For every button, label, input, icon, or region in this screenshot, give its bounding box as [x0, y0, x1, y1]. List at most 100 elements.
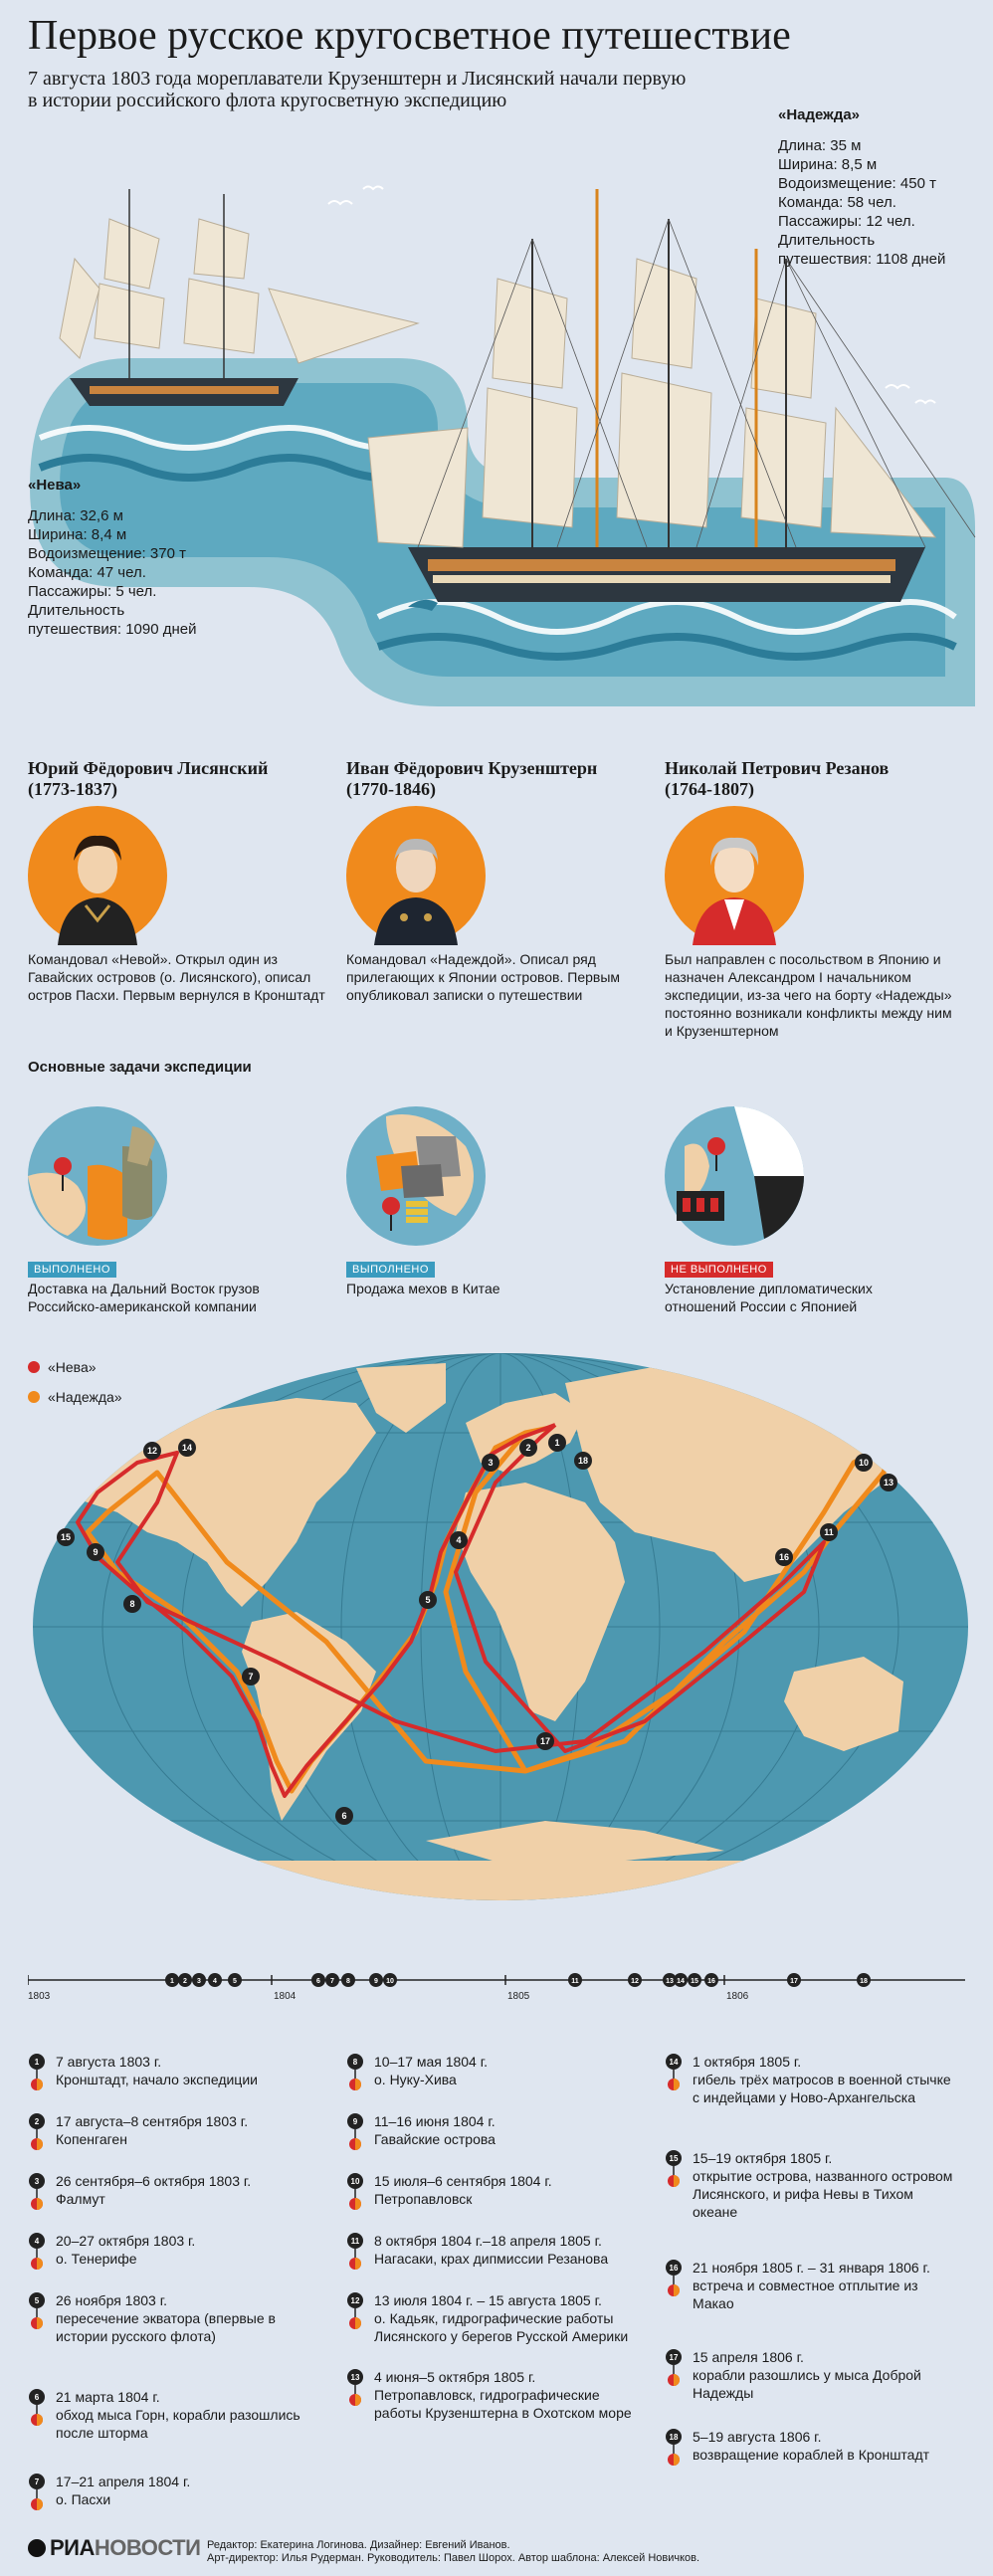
svg-text:11: 11: [571, 1978, 579, 1985]
svg-text:16: 16: [707, 1978, 715, 1985]
event-marker-number: 18: [670, 2433, 679, 2442]
task-diplomacy-icon: [665, 1106, 804, 1246]
event-marker-number: 11: [351, 2237, 360, 2246]
event-marker-number: 4: [35, 2237, 40, 2246]
event-text: пересечение экватора (впервые в истории …: [56, 2310, 276, 2344]
person-kruzenshtern-name: Иван Фёдорович Крузенштерн (1770-1846): [346, 758, 598, 799]
event-marker-number: 10: [351, 2177, 360, 2186]
event-text: гибель трёх матросов в военной стычке с …: [693, 2072, 951, 2105]
timeline-year-1804: 1804: [274, 1991, 297, 2002]
timeline-year-1806: 1806: [726, 1991, 749, 2002]
event-marker-icon: 7: [29, 2474, 45, 2510]
svg-text:3: 3: [488, 1458, 493, 1468]
task-cargo-icon: [28, 1106, 167, 1246]
event-marker-icon: 1: [29, 2054, 45, 2090]
event-date: 7 августа 1803 г.: [56, 2054, 162, 2070]
event-text: Петропавловск: [374, 2191, 473, 2207]
svg-text:3: 3: [197, 1978, 201, 1985]
event-text: Нагасаки, крах дипмиссии Резанова: [374, 2251, 609, 2267]
event-text: встреча и совместное отплытие из Макао: [693, 2278, 918, 2311]
svg-text:18: 18: [860, 1978, 868, 1985]
person-kruzenshtern-desc: Командовал «Надеждой». Описал ряд прилег…: [346, 951, 621, 1003]
event-marker-number: 16: [670, 2264, 679, 2273]
event-text: о. Нуку-Хива: [374, 2072, 457, 2087]
event-text: Копенгаген: [56, 2131, 127, 2147]
svg-text:14: 14: [182, 1443, 192, 1453]
event-date: 15–19 октября 1805 г.: [693, 2150, 833, 2166]
svg-text:10: 10: [386, 1978, 394, 1985]
event-date: 15 апреля 1806 г.: [693, 2349, 804, 2365]
event-text: открытие острова, названного островом Ли…: [693, 2168, 953, 2220]
event-marker-icon: 14: [666, 2054, 682, 2090]
legend-neva-swatch: [28, 1361, 40, 1373]
event-date: 21 ноября 1805 г. – 31 января 1806 г.: [693, 2260, 930, 2276]
legend-neva: «Нева»: [28, 1359, 97, 1375]
event-text: Петропавловск, гидрографические работы К…: [374, 2387, 632, 2421]
portrait-lisyansky: [28, 806, 167, 945]
task-diplomacy-status: НЕ ВЫПОЛНЕНО: [665, 1262, 773, 1278]
event-marker-icon: 8: [347, 2054, 363, 2090]
svg-text:17: 17: [790, 1978, 798, 1985]
portrait-kruzenshtern: [346, 806, 486, 945]
ships-illustration: [30, 185, 976, 706]
ria-logo-icon: [28, 2539, 46, 2557]
event-text: Гавайские острова: [374, 2131, 496, 2147]
svg-text:4: 4: [456, 1535, 461, 1545]
task-cargo-text: Доставка на Дальний Восток грузов Россий…: [28, 1281, 260, 1314]
timeline-year-1803: 1803: [28, 1991, 51, 2002]
event-marker-icon: 11: [347, 2233, 363, 2270]
nadezhda-ship-graphic: [367, 189, 976, 602]
svg-text:7: 7: [330, 1978, 334, 1985]
event-marker-icon: 3: [29, 2173, 45, 2210]
svg-text:8: 8: [346, 1978, 350, 1985]
event-marker-icon: 13: [347, 2369, 363, 2406]
svg-text:10: 10: [859, 1458, 869, 1468]
svg-text:9: 9: [374, 1978, 378, 1985]
event-marker-number: 15: [670, 2154, 679, 2163]
event-date: 13 июля 1804 г. – 15 августа 1805 г.: [374, 2292, 602, 2308]
event-marker-number: 8: [353, 2058, 358, 2067]
svg-text:4: 4: [213, 1978, 217, 1985]
svg-text:9: 9: [93, 1547, 98, 1557]
person-lisyansky-desc: Командовал «Невой». Открыл один из Гавай…: [28, 951, 325, 1003]
event-marker-icon: 2: [29, 2113, 45, 2150]
person-rezanov-name: Николай Петрович Резанов (1764-1807): [665, 758, 890, 799]
svg-text:1: 1: [170, 1978, 174, 1985]
svg-text:13: 13: [884, 1478, 894, 1487]
event-marker-icon: 4: [29, 2233, 45, 2270]
svg-text:6: 6: [316, 1978, 320, 1985]
event-marker-icon: 16: [666, 2260, 682, 2296]
event-date: 21 марта 1804 г.: [56, 2389, 160, 2405]
event-marker-icon: 15: [666, 2150, 682, 2187]
event-marker-number: 7: [35, 2477, 40, 2486]
svg-text:5: 5: [233, 1978, 237, 1985]
svg-text:2: 2: [525, 1443, 530, 1453]
event-date: 26 ноября 1803 г.: [56, 2292, 167, 2308]
event-date: 11–16 июня 1804 г.: [374, 2113, 496, 2129]
svg-text:12: 12: [147, 1446, 157, 1456]
event-marker-number: 17: [670, 2353, 679, 2362]
event-marker-icon: 18: [666, 2429, 682, 2466]
event-date: 26 сентября–6 октября 1803 г.: [56, 2173, 252, 2189]
world-map: 1 2 3 4 5 6 7 8 9 10 11 12 13 14 15 16 1…: [33, 1353, 968, 1900]
task-furs-text: Продажа мехов в Китае: [346, 1281, 500, 1296]
person-lisyansky-name: Юрий Фёдорович Лисянский (1773-1837): [28, 758, 269, 799]
task-cargo-status: ВЫПОЛНЕНО: [28, 1262, 116, 1278]
svg-text:15: 15: [61, 1532, 71, 1542]
event-date: 1 октября 1805 г.: [693, 2054, 802, 2070]
event-marker-number: 6: [35, 2393, 40, 2402]
svg-text:13: 13: [666, 1978, 674, 1985]
event-marker-number: 12: [351, 2296, 360, 2305]
event-text: о. Пасхи: [56, 2491, 111, 2507]
event-marker-number: 14: [670, 2058, 679, 2067]
svg-text:17: 17: [540, 1736, 550, 1746]
event-marker-number: 9: [353, 2117, 358, 2126]
event-text: возвращение кораблей в Кронштадт: [693, 2447, 930, 2463]
event-marker-number: 1: [35, 2058, 40, 2067]
credits: Редактор: Екатерина Логинова. Дизайнер: …: [207, 2539, 700, 2564]
event-date: 20–27 октября 1803 г.: [56, 2233, 196, 2249]
event-marker-icon: 12: [347, 2292, 363, 2329]
svg-text:5: 5: [425, 1595, 430, 1605]
event-text: о. Тенерифе: [56, 2251, 137, 2267]
svg-text:2: 2: [183, 1978, 187, 1985]
